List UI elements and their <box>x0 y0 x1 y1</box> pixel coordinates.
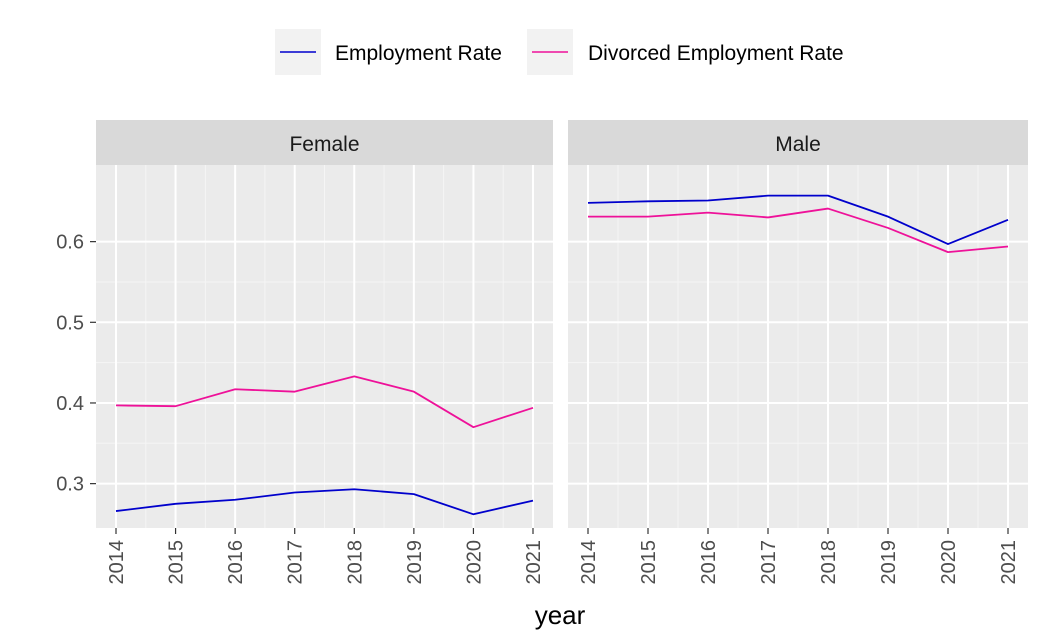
x-tick-label: 2014 <box>578 540 600 585</box>
x-tick-label: 2015 <box>166 540 188 585</box>
x-tick-label: 2018 <box>818 540 840 585</box>
series-line <box>115 375 534 429</box>
x-tick-label: 2018 <box>344 540 366 585</box>
y-tick-label: 0.6 <box>56 232 84 254</box>
y-axis: 0.3 0.4 0.5 0.6 <box>56 232 96 496</box>
x-tick-label: 2017 <box>758 540 780 585</box>
series-line <box>587 194 1009 245</box>
x-tick-label: 2020 <box>463 540 485 585</box>
x-tick-label: 2020 <box>938 540 960 585</box>
x-tick-label: 2019 <box>404 540 426 585</box>
x-tick-label: 2019 <box>878 540 900 585</box>
x-tick-label: 2014 <box>106 540 128 585</box>
x-tick-label: 2021 <box>998 540 1020 585</box>
y-tick-label: 0.4 <box>56 393 84 415</box>
x-tick-label: 2016 <box>698 540 720 585</box>
x-tick-label: 2021 <box>523 540 545 585</box>
x-tick-label: 2016 <box>225 540 247 585</box>
series-line <box>588 207 1009 254</box>
facet-strip-label: Female <box>289 133 359 156</box>
facet-strip-label: Male <box>775 133 821 156</box>
facet-strip <box>96 120 553 165</box>
legend-label: Employment Rate <box>335 42 502 65</box>
legend-item: Divorced Employment Rate <box>527 29 844 75</box>
y-tick-label: 0.5 <box>56 312 84 334</box>
legend-item: Employment Rate <box>275 29 502 75</box>
panel-female: Female 2014 2015 2016 2017 2018 2019 2020 2021 <box>96 120 553 585</box>
x-axis-title: year <box>535 600 586 630</box>
facet-strip <box>568 120 1028 165</box>
legend: Employment Rate Divorced Employment Rate <box>275 29 844 75</box>
y-tick-label: 0.3 <box>56 474 84 496</box>
panel-male: Male 2014 2015 2016 2017 2018 2019 2020 2021 <box>568 120 1028 585</box>
series-line <box>115 488 534 516</box>
x-tick-label: 2017 <box>285 540 307 585</box>
x-tick-label: 2015 <box>638 540 660 585</box>
legend-label: Divorced Employment Rate <box>588 42 844 65</box>
